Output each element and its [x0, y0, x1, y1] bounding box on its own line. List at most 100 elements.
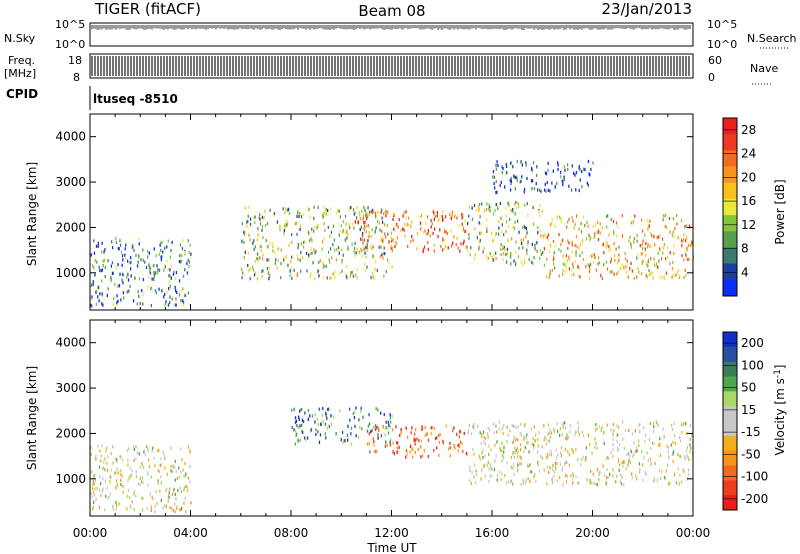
echo-cell — [323, 211, 326, 215]
echo-cell — [581, 185, 583, 189]
echo-cell — [182, 274, 185, 278]
echo-cell — [619, 479, 622, 483]
echo-cell — [249, 222, 252, 226]
echo-cell — [121, 474, 123, 478]
echo-cell — [115, 479, 117, 483]
echo-cell — [633, 453, 635, 457]
echo-cell — [420, 227, 422, 231]
echo-cell — [496, 478, 498, 482]
echo-cell — [644, 470, 646, 474]
echo-cell — [396, 236, 398, 240]
echo-cell — [133, 490, 136, 494]
echo-cell — [608, 456, 610, 460]
echo-cell — [347, 245, 349, 249]
echo-cell — [677, 271, 679, 275]
echo-cell — [585, 456, 587, 460]
echo-cell — [167, 303, 170, 307]
echo-cell — [453, 215, 456, 219]
power-echo-cells — [90, 159, 694, 308]
echo-cell — [453, 235, 455, 239]
echo-cell — [187, 239, 189, 243]
echo-cell — [155, 291, 157, 295]
echo-cell — [658, 259, 660, 263]
echo-cell — [336, 248, 338, 252]
echo-cell — [553, 262, 555, 266]
echo-cell — [526, 202, 528, 206]
echo-cell — [382, 236, 384, 240]
echo-cell — [563, 165, 565, 169]
echo-cell — [673, 434, 676, 438]
echo-cell — [383, 274, 385, 278]
echo-cell — [636, 449, 638, 453]
echo-cell — [114, 457, 117, 461]
echo-cell — [296, 274, 298, 278]
echo-cell — [672, 440, 674, 445]
echo-cell — [311, 251, 313, 255]
echo-cell — [495, 454, 497, 458]
echo-cell — [127, 458, 129, 462]
echo-cell — [386, 426, 388, 430]
echo-cell — [180, 259, 182, 263]
echo-cell — [510, 182, 512, 186]
echo-cell — [578, 266, 580, 270]
echo-cell — [424, 229, 426, 233]
echo-cell — [534, 243, 536, 247]
echo-cell — [568, 184, 570, 188]
echo-cell — [626, 452, 628, 456]
echo-cell — [253, 247, 255, 251]
echo-cell — [332, 224, 335, 228]
echo-cell — [363, 223, 366, 227]
echo-cell — [353, 212, 355, 216]
echo-cell — [628, 451, 630, 455]
colorbar-tick-label: 200 — [741, 336, 764, 350]
echo-cell — [503, 233, 505, 237]
echo-cell — [439, 432, 441, 437]
echo-cell — [410, 224, 412, 228]
echo-cell — [672, 273, 674, 278]
echo-cell — [115, 266, 117, 270]
echo-cell — [261, 215, 264, 219]
echo-cell — [325, 207, 327, 212]
echo-cell — [142, 293, 144, 297]
echo-cell — [526, 433, 528, 437]
echo-cell — [617, 457, 620, 461]
echo-cell — [526, 441, 528, 445]
echo-cell — [653, 259, 655, 263]
colorbar-segment — [723, 247, 737, 265]
echo-cell — [537, 437, 539, 441]
echo-cell — [92, 490, 95, 494]
echo-cell — [280, 248, 282, 252]
echo-cell — [612, 474, 614, 478]
echo-cell — [523, 424, 525, 428]
echo-cell — [442, 237, 444, 241]
echo-cell — [426, 232, 428, 236]
echo-cell — [608, 233, 610, 237]
echo-cell — [510, 252, 512, 256]
echo-cell — [341, 430, 344, 435]
echo-cell — [291, 276, 293, 280]
colorbar-tick-label: -50 — [741, 447, 761, 461]
echo-cell — [679, 439, 682, 443]
echo-cell — [557, 167, 559, 172]
echo-cell — [688, 472, 690, 476]
echo-cell — [582, 258, 585, 262]
echo-cell — [97, 244, 99, 248]
echo-cell — [293, 407, 295, 411]
echo-cell — [178, 466, 180, 470]
echo-cell — [374, 229, 376, 233]
echo-cell — [241, 239, 243, 244]
echo-cell — [497, 232, 500, 236]
echo-cell — [650, 231, 652, 235]
echo-cell — [175, 469, 177, 473]
echo-cell — [342, 220, 344, 224]
echo-cell — [628, 458, 631, 462]
echo-cell — [545, 172, 548, 176]
echo-cell — [473, 426, 475, 430]
echo-cell — [605, 260, 607, 264]
echo-cell — [102, 264, 104, 268]
echo-cell — [302, 245, 305, 249]
echo-cell — [155, 271, 157, 275]
echo-cell — [116, 458, 118, 462]
echo-cell — [413, 439, 415, 443]
